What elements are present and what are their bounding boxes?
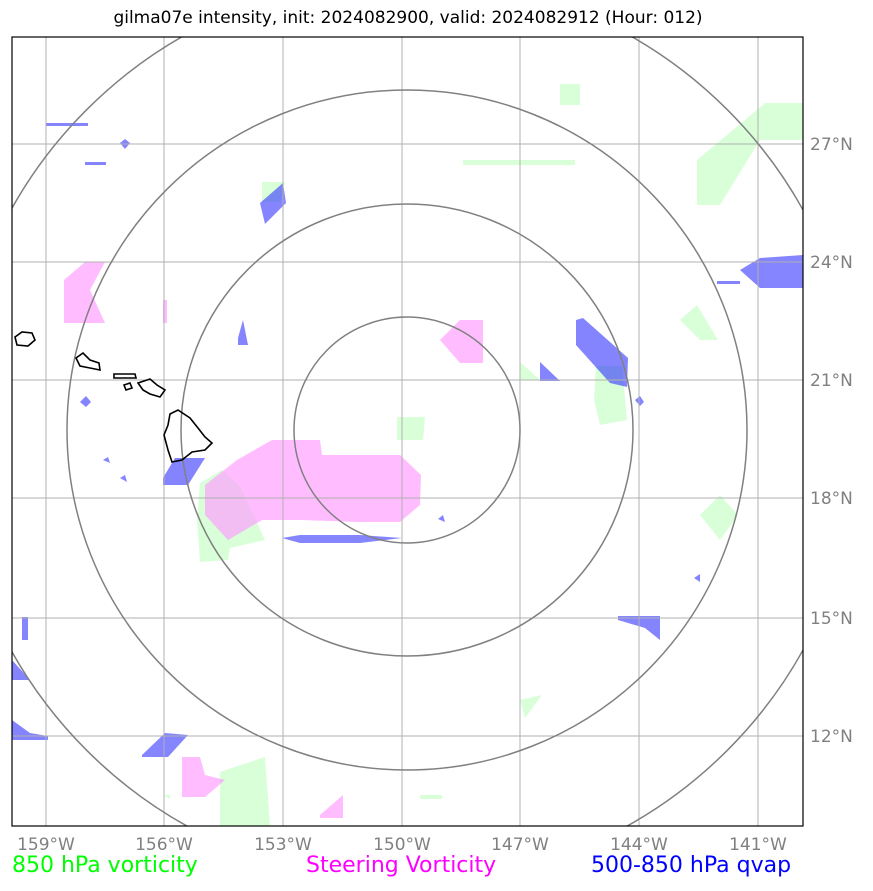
qvap-patches xyxy=(12,123,803,757)
big-island-coast xyxy=(163,409,214,463)
steering-vorticity-patches xyxy=(64,262,483,818)
x-tick-label: 156°W xyxy=(135,835,193,855)
oahu-coast xyxy=(74,351,101,372)
y-tick-label: 24°N xyxy=(810,253,853,273)
x-tick-label: 153°W xyxy=(254,835,312,855)
maui-coast xyxy=(136,378,167,398)
range-rings xyxy=(12,37,803,826)
x-tick-label: 141°W xyxy=(729,835,787,855)
y-tick-label: 12°N xyxy=(810,727,853,747)
kauai-coast xyxy=(14,331,36,347)
y-tick-label: 21°N xyxy=(810,371,853,391)
molokai-coast xyxy=(113,373,138,379)
x-tick-label: 144°W xyxy=(610,835,668,855)
x-tick-label: 150°W xyxy=(373,835,431,855)
y-tick-labels: 27°N 24°N 21°N 18°N 15°N 12°N xyxy=(810,135,853,747)
y-tick-label: 27°N xyxy=(810,135,853,155)
legend-qvap: 500-850 hPa qvap xyxy=(591,853,792,878)
y-tick-label: 15°N xyxy=(810,609,853,629)
map-title: gilma07e intensity, init: 2024082900, va… xyxy=(113,8,703,28)
x-tick-label: 147°W xyxy=(491,835,549,855)
legend-850-vorticity: 850 hPa vorticity xyxy=(12,853,198,878)
map-frame xyxy=(11,36,804,827)
x-tick-label: 159°W xyxy=(17,835,75,855)
y-tick-label: 18°N xyxy=(810,489,853,509)
x-tick-labels: 159°W 156°W 153°W 150°W 147°W 144°W 141°… xyxy=(17,835,787,855)
coastline-hawaii xyxy=(14,331,214,463)
lanai-coast xyxy=(122,382,134,391)
legend-steering-vorticity: Steering Vorticity xyxy=(306,853,497,878)
